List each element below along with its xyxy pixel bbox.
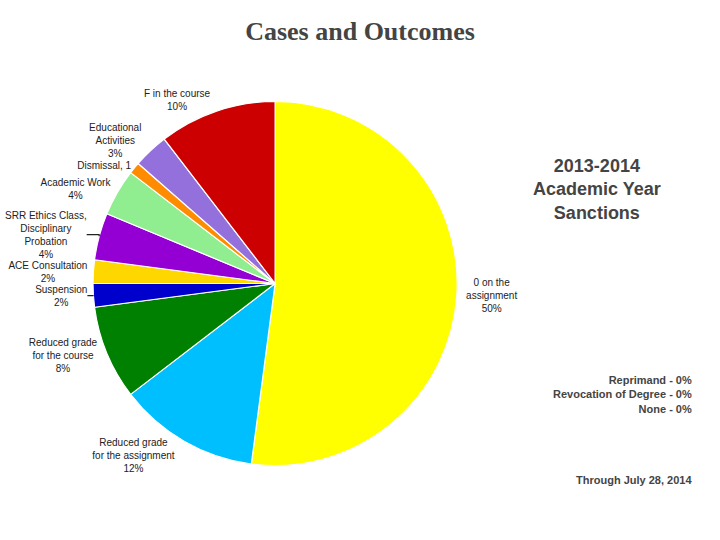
svg-text:Cases and Outcomes: Cases and Outcomes bbox=[245, 17, 475, 46]
svg-text:Reprimand - 0%Revocation of De: Reprimand - 0%Revocation of Degree - 0%N… bbox=[553, 374, 692, 415]
svg-text:Suspension2%: Suspension2% bbox=[35, 284, 87, 308]
svg-text:ACE Consultation2%: ACE Consultation2% bbox=[8, 260, 87, 284]
svg-text:Dismissal, 1: Dismissal, 1 bbox=[77, 160, 131, 171]
svg-text:Academic Work4%: Academic Work4% bbox=[41, 177, 112, 201]
svg-text:F in the course10%: F in the course10% bbox=[144, 88, 211, 112]
svg-text:SRR Ethics Class,DisciplinaryP: SRR Ethics Class,DisciplinaryProbation4% bbox=[5, 210, 87, 260]
svg-text:Reduced gradefor the assignmen: Reduced gradefor the assignment12% bbox=[92, 437, 174, 474]
svg-text:Reduced gradefor the course8%: Reduced gradefor the course8% bbox=[29, 337, 98, 374]
svg-text:2013-2014Academic YearSanction: 2013-2014Academic YearSanctions bbox=[533, 156, 661, 223]
svg-text:0 on theassignment50%: 0 on theassignment50% bbox=[466, 277, 517, 314]
svg-text:Through July 28, 2014: Through July 28, 2014 bbox=[576, 474, 692, 486]
svg-text:EducationalActivities3%: EducationalActivities3% bbox=[89, 122, 141, 159]
